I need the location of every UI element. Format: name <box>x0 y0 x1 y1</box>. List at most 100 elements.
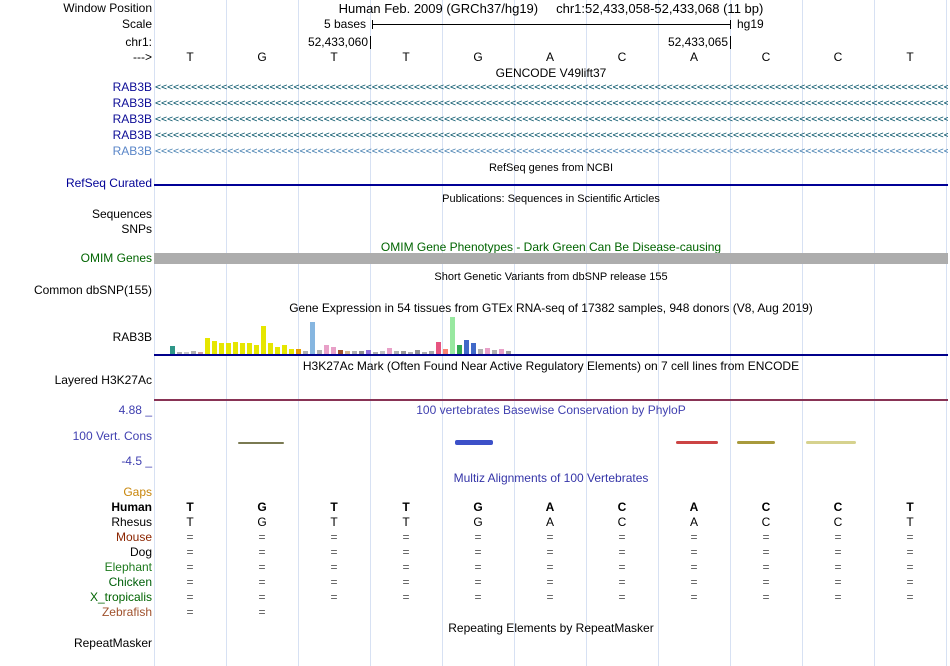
gtex-bar[interactable] <box>219 343 224 354</box>
gtex-track-title[interactable]: Gene Expression in 54 tissues from GTEx … <box>289 301 813 315</box>
multiz-species-label[interactable]: Dog <box>129 545 152 559</box>
gencode-transcript-row[interactable]: <<<<<<<<<<<<<<<<<<<<<<<<<<<<<<<<<<<<<<<<… <box>155 114 948 125</box>
phylop-track-title[interactable]: 100 vertebrates Basewise Conservation by… <box>416 403 686 417</box>
gencode-transcript-row[interactable]: <<<<<<<<<<<<<<<<<<<<<<<<<<<<<<<<<<<<<<<<… <box>155 82 948 93</box>
gtex-bar[interactable] <box>464 340 469 354</box>
gtex-bar[interactable] <box>247 343 252 354</box>
publications-sequences-label[interactable]: Sequences <box>91 207 152 221</box>
gtex-bar[interactable] <box>310 322 315 354</box>
gtex-bar[interactable] <box>191 351 196 354</box>
gtex-baseline[interactable] <box>154 354 948 356</box>
multiz-species-label[interactable]: Rhesus <box>111 515 152 529</box>
gtex-bar[interactable] <box>198 352 203 354</box>
h3k27ac-track-line[interactable] <box>154 399 948 401</box>
gtex-bar[interactable] <box>177 352 182 354</box>
gtex-bar[interactable] <box>170 346 175 354</box>
omim-gene-item[interactable] <box>154 253 948 264</box>
cons-mark[interactable] <box>806 441 856 444</box>
gencode-transcript-row[interactable]: <<<<<<<<<<<<<<<<<<<<<<<<<<<<<<<<<<<<<<<<… <box>155 98 948 109</box>
gtex-gene-label[interactable]: RAB3B <box>112 330 152 344</box>
h3k27ac-label[interactable]: Layered H3K27Ac <box>54 373 152 387</box>
gtex-bar[interactable] <box>359 351 364 354</box>
gtex-bar[interactable] <box>282 345 287 354</box>
gtex-bar[interactable] <box>429 351 434 354</box>
multiz-cell: T <box>186 500 194 514</box>
repeatmasker-track-title[interactable]: Repeating Elements by RepeatMasker <box>448 621 654 635</box>
dbsnp-label[interactable]: Common dbSNP(155) <box>33 283 152 297</box>
phylop-label[interactable]: 100 Vert. Cons <box>72 429 152 443</box>
multiz-track-title[interactable]: Multiz Alignments of 100 Vertebrates <box>453 471 649 485</box>
gtex-bar[interactable] <box>471 343 476 354</box>
gtex-bar[interactable] <box>212 341 217 354</box>
gtex-bar[interactable] <box>436 342 441 354</box>
cons-mark[interactable] <box>238 442 284 444</box>
gencode-gene-label[interactable]: RAB3B <box>112 96 152 110</box>
gtex-bar[interactable] <box>422 352 427 354</box>
gtex-bar[interactable] <box>296 349 301 354</box>
gtex-bar[interactable] <box>331 347 336 354</box>
multiz-species-label[interactable]: X_tropicalis <box>89 590 152 604</box>
gtex-bar[interactable] <box>184 352 189 354</box>
multiz-cell: = <box>402 575 410 589</box>
gencode-gene-label[interactable]: RAB3B <box>112 80 152 94</box>
gtex-bar[interactable] <box>387 348 392 354</box>
gtex-bar[interactable] <box>317 350 322 354</box>
gtex-bar[interactable] <box>478 349 483 354</box>
omim-track-title[interactable]: OMIM Gene Phenotypes - Dark Green Can Be… <box>380 240 722 254</box>
gtex-bar[interactable] <box>303 351 308 354</box>
gtex-bar[interactable] <box>485 348 490 354</box>
refseq-track-title[interactable]: RefSeq genes from NCBI <box>488 162 614 174</box>
gtex-bar[interactable] <box>345 351 350 354</box>
refseq-curated-item[interactable] <box>154 184 948 186</box>
gtex-bar[interactable] <box>366 350 371 354</box>
gtex-bar[interactable] <box>380 351 385 354</box>
omim-genes-label[interactable]: OMIM Genes <box>80 251 152 265</box>
gencode-transcript-row[interactable]: <<<<<<<<<<<<<<<<<<<<<<<<<<<<<<<<<<<<<<<<… <box>155 130 948 141</box>
gtex-bar[interactable] <box>226 343 231 354</box>
refseq-curated-label[interactable]: RefSeq Curated <box>65 176 152 190</box>
gtex-bar[interactable] <box>394 351 399 354</box>
dbsnp-track-title[interactable]: Short Genetic Variants from dbSNP releas… <box>434 271 668 283</box>
gtex-bar[interactable] <box>233 342 238 354</box>
gtex-bar[interactable] <box>254 345 259 354</box>
gtex-bar[interactable] <box>338 350 343 354</box>
gtex-bar[interactable] <box>275 347 280 354</box>
gtex-bar[interactable] <box>401 351 406 354</box>
repeatmasker-label[interactable]: RepeatMasker <box>73 636 152 650</box>
cons-mark[interactable] <box>676 441 718 444</box>
cons-mark[interactable] <box>737 441 775 444</box>
publications-track-title[interactable]: Publications: Sequences in Scientific Ar… <box>442 193 660 205</box>
publications-snps-label[interactable]: SNPs <box>121 222 152 236</box>
multiz-species-label[interactable]: Chicken <box>108 575 152 589</box>
multiz-species-label[interactable]: Mouse <box>115 530 152 544</box>
gencode-track-title[interactable]: GENCODE V49lift37 <box>495 66 607 80</box>
gtex-bar[interactable] <box>457 345 462 354</box>
gencode-gene-label[interactable]: RAB3B <box>112 112 152 126</box>
gtex-bar[interactable] <box>506 351 511 354</box>
gtex-bar[interactable] <box>324 345 329 354</box>
gtex-bar[interactable] <box>450 317 455 354</box>
h3k27ac-track-title[interactable]: H3K27Ac Mark (Often Found Near Active Re… <box>302 359 800 373</box>
multiz-species-label[interactable]: Zebrafish <box>101 605 152 619</box>
gtex-bar[interactable] <box>205 338 210 354</box>
multiz-species-label[interactable]: Gaps <box>123 485 152 499</box>
gtex-bar[interactable] <box>240 343 245 354</box>
gtex-bar[interactable] <box>373 352 378 354</box>
gtex-bar[interactable] <box>408 352 413 354</box>
gtex-bar[interactable] <box>352 351 357 354</box>
gencode-gene-label[interactable]: RAB3B <box>112 128 152 142</box>
gencode-transcript-row[interactable]: <<<<<<<<<<<<<<<<<<<<<<<<<<<<<<<<<<<<<<<<… <box>155 146 948 157</box>
gtex-bar[interactable] <box>289 349 294 354</box>
gtex-bar[interactable] <box>415 350 420 354</box>
multiz-cell: = <box>618 530 626 544</box>
multiz-species-label[interactable]: Human <box>111 500 152 514</box>
gtex-bar[interactable] <box>499 349 504 354</box>
assembly-text: Human Feb. 2009 (GRCh37/hg19) <box>338 1 539 16</box>
gtex-bar[interactable] <box>261 326 266 354</box>
gtex-bar[interactable] <box>268 343 273 354</box>
gtex-bar[interactable] <box>443 349 448 354</box>
gencode-gene-label[interactable]: RAB3B <box>112 144 152 158</box>
multiz-species-label[interactable]: Elephant <box>104 560 152 574</box>
gtex-bar[interactable] <box>492 350 497 354</box>
cons-mark[interactable] <box>455 440 493 445</box>
